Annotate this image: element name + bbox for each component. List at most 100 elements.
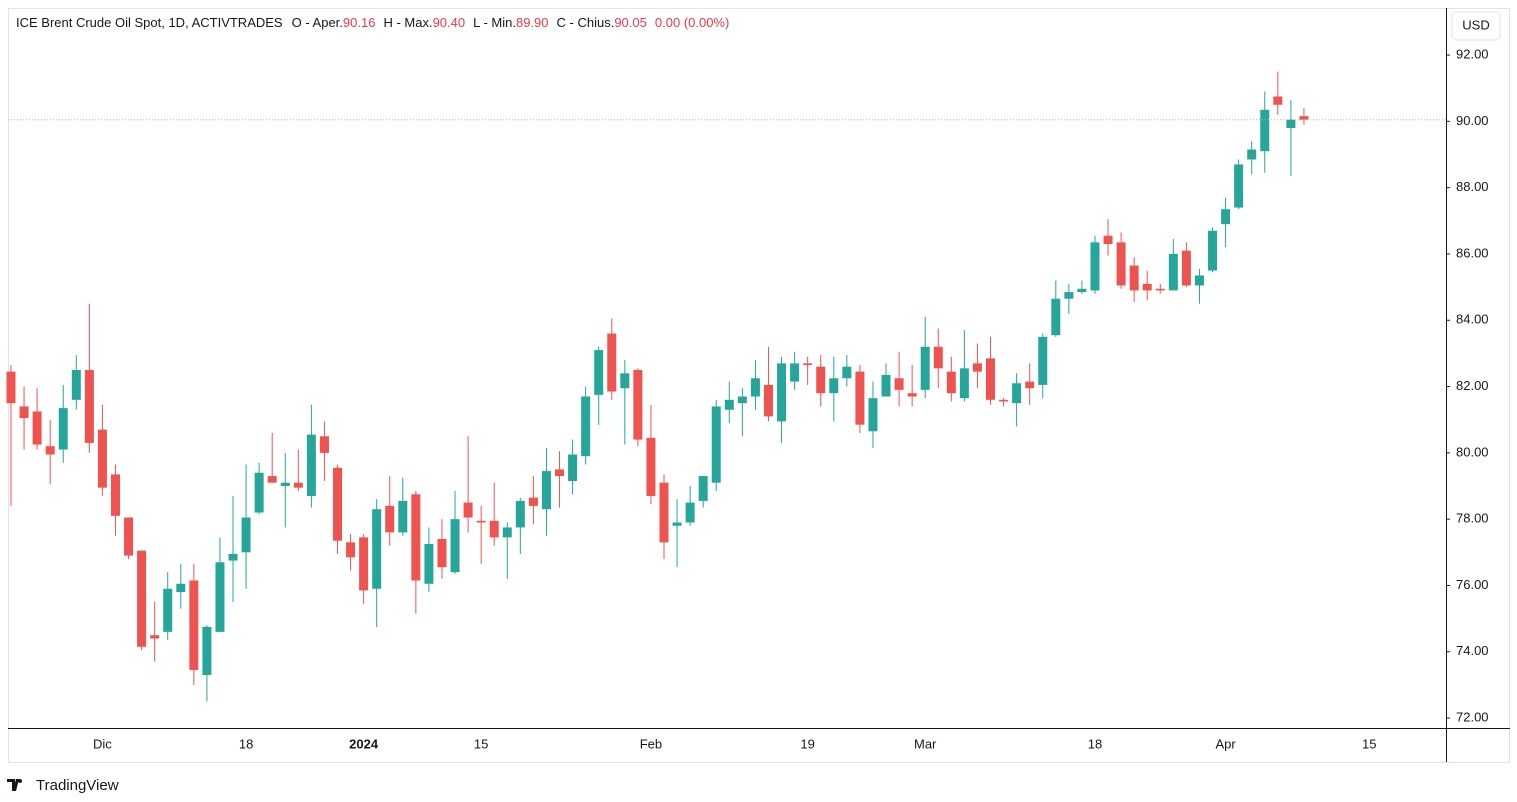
y-tick-label: 90.00 [1456,113,1489,128]
candle-body [1234,164,1244,208]
candle-body [999,399,1009,402]
currency-button[interactable] [1451,11,1501,41]
candle-body [646,437,656,496]
candle-body [907,393,917,397]
y-tick-label: 74.00 [1456,643,1489,658]
candle-body [241,517,251,553]
candle-body [280,482,290,487]
candle-body [1194,275,1204,286]
candle-body [1208,230,1218,271]
x-tick-label: 19 [800,736,814,751]
candle-body [1051,298,1061,336]
candle-body [424,544,434,584]
tradingview-logo[interactable]: TradingView [7,777,119,794]
y-tick-label: 84.00 [1456,312,1489,327]
candle-body [986,358,995,400]
candle-body [489,520,499,538]
candle-body [463,502,473,518]
candle-body [581,396,591,457]
candle-body [803,363,813,366]
candle-body [568,454,578,482]
candle-body [555,469,565,477]
ohlc-value: 90.40 [433,15,466,30]
candle-body [84,369,94,443]
logo-icon[interactable] [7,779,23,791]
candle-body [763,384,773,417]
x-tick-label: 18 [239,736,253,751]
ohlc-value: 89.90 [516,15,549,30]
candle-body [45,446,55,455]
candle-body [972,363,982,372]
candle-body [293,482,303,488]
x-tick-label: 18 [1088,736,1102,751]
candle-body [19,406,29,419]
x-tick-label: Mar [914,736,937,751]
candle-body [842,366,852,379]
y-tick-label: 92.00 [1456,47,1489,62]
change: 0.00 (0.00%) [655,15,729,30]
candle-body [1181,250,1191,286]
ohlc-label: O - Aper. [292,15,343,30]
x-tick-label: 15 [474,736,488,751]
candle-body [1064,292,1074,299]
candle-body [659,482,669,543]
ohlc-label: L - Min. [473,15,516,30]
candle-body [228,553,238,561]
candle-body [502,527,512,538]
candle-body [1025,381,1035,389]
y-tick-label: 72.00 [1456,709,1489,724]
candle-body [515,500,525,528]
candle-body [163,588,173,632]
candle-body [777,363,787,422]
candle-body [97,429,107,488]
candle-body [137,550,147,647]
candle-body [450,519,460,573]
candle-body [1103,235,1113,245]
candle-body [1260,109,1270,152]
candle-body [816,366,826,394]
candle-body [306,434,316,496]
y-tick-label: 88.00 [1456,179,1489,194]
candle-body [58,408,68,450]
candle-body [724,399,734,410]
candle-body [750,378,760,397]
candle-body [437,539,447,568]
candle-body [1142,283,1152,291]
candle-body [698,476,708,501]
candle-body [594,350,604,395]
currency[interactable]: USD [1462,17,1489,32]
candle-body [633,369,643,440]
candle-body [150,635,160,639]
ohlc-label: H - Max. [383,15,432,30]
candle-body [411,494,421,581]
ohlc-value: 90.16 [343,15,376,30]
chart-header: ICE Brent Crude Oil Spot, 1D, ACTIVTRADE… [16,15,729,30]
candle-body [110,474,120,516]
brand[interactable]: TradingView [36,777,119,794]
x-tick-label: Dic [93,736,112,751]
candle-body [1012,383,1022,404]
candle-body [32,411,42,445]
candle-body [894,378,904,390]
candle-body [398,500,408,533]
candle-body [359,537,369,591]
candle-body [672,522,682,526]
candle-body [620,373,630,389]
candle-body [385,505,395,533]
candle-body [881,374,891,397]
candle-body [1299,116,1309,120]
candle-body [124,517,134,556]
candle-body [1090,242,1100,291]
candle-body [829,378,839,394]
candle-body [71,369,81,400]
y-tick-label: 80.00 [1456,444,1489,459]
x-tick-label: 2024 [349,736,379,751]
candle-body [607,333,617,392]
candle-body [685,502,695,523]
candle-body [189,580,199,670]
candle-body [1116,242,1126,286]
title: ICE Brent Crude Oil Spot, 1D, ACTIVTRADE… [16,15,283,30]
candle-body [1247,149,1257,160]
candle-body [319,436,329,453]
